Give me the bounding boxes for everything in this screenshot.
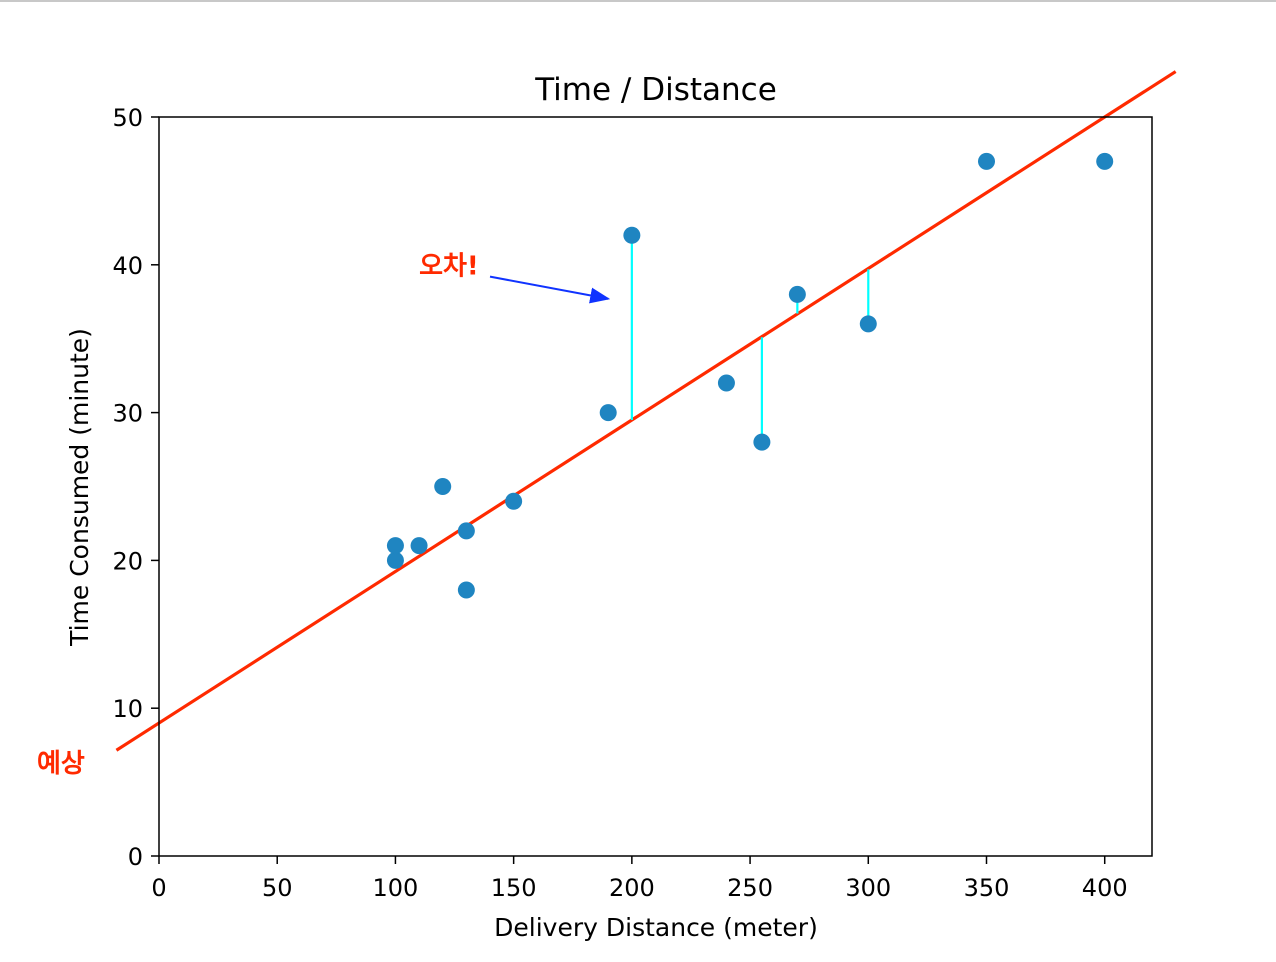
x-tick-label: 200 bbox=[609, 874, 655, 902]
data-point bbox=[859, 315, 877, 333]
data-point bbox=[457, 581, 475, 599]
data-point bbox=[410, 537, 428, 555]
y-tick-label: 20 bbox=[112, 547, 143, 575]
data-point bbox=[1096, 152, 1114, 170]
data-point bbox=[599, 404, 617, 422]
data-point bbox=[386, 551, 404, 569]
x-tick-label: 100 bbox=[373, 874, 419, 902]
y-axis-label: Time Consumed (minute) bbox=[65, 328, 94, 647]
y-tick-label: 50 bbox=[112, 104, 143, 132]
x-tick-label: 50 bbox=[262, 874, 293, 902]
x-tick-label: 0 bbox=[151, 874, 166, 902]
x-tick-label: 400 bbox=[1082, 874, 1128, 902]
y-tick-label: 30 bbox=[112, 400, 143, 428]
x-axis-label: Delivery Distance (meter) bbox=[494, 913, 818, 942]
x-tick-label: 250 bbox=[727, 874, 773, 902]
x-tick-label: 300 bbox=[845, 874, 891, 902]
data-point bbox=[386, 537, 404, 555]
chart-title: Time / Distance bbox=[534, 72, 777, 108]
error-annotation-label: 오차! bbox=[419, 252, 479, 282]
data-point bbox=[753, 433, 771, 451]
plot-frame bbox=[158, 116, 1153, 857]
y-axis: 0 10 20 30 40 50 bbox=[112, 104, 159, 871]
data-point bbox=[434, 478, 452, 495]
data-point bbox=[623, 226, 641, 244]
y-tick-label: 10 bbox=[112, 695, 143, 723]
x-tick-label: 150 bbox=[491, 874, 537, 902]
regression-line bbox=[115, 70, 1177, 752]
prediction-annotation-label: 예상 bbox=[37, 749, 85, 779]
data-point bbox=[717, 374, 735, 392]
y-tick-label: 0 bbox=[128, 843, 143, 871]
data-point bbox=[978, 152, 995, 170]
error-annotation-arrow bbox=[489, 275, 611, 304]
top-border-rule bbox=[0, 0, 1276, 2]
y-tick-label: 40 bbox=[112, 252, 143, 280]
x-axis: 0 50 100 150 200 250 300 350 400 bbox=[151, 856, 1128, 902]
data-point bbox=[788, 285, 806, 303]
data-point bbox=[457, 522, 475, 540]
x-tick-label: 350 bbox=[964, 874, 1010, 902]
data-point bbox=[505, 492, 523, 510]
